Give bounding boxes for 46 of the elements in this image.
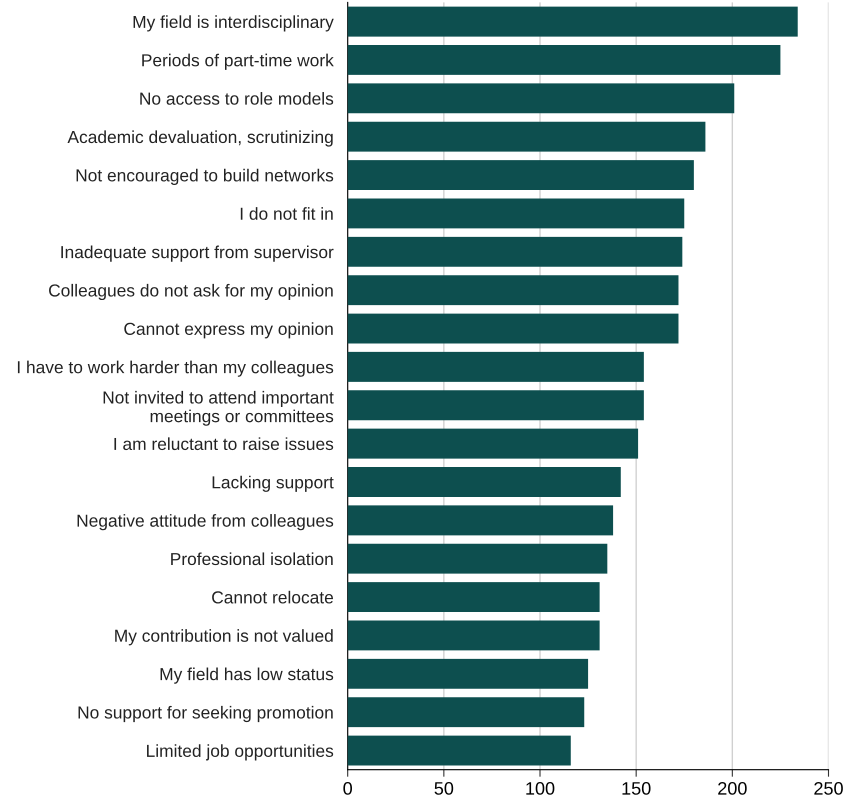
bar <box>348 658 588 689</box>
x-tick-label: 250 <box>814 782 843 795</box>
bar <box>348 198 684 228</box>
y-tick-label: Lacking support <box>212 476 334 492</box>
y-tick-label: Not encouraged to build networks <box>76 168 334 185</box>
y-tick-label: I have to work harder than my colleagues <box>18 360 334 377</box>
x-tick-label: 200 <box>718 782 747 795</box>
bar <box>348 314 678 344</box>
y-tick-label: Cannot express my opinion <box>124 322 333 338</box>
y-tick-label: Limited job opportunities <box>147 744 334 760</box>
bar <box>348 544 608 574</box>
bar <box>348 620 600 650</box>
y-tick-label: Professional isolation <box>171 552 333 566</box>
bar <box>348 697 584 728</box>
x-tick-label: 0 <box>343 782 352 795</box>
y-tick-label: My field is interdisciplinary <box>134 15 334 32</box>
bar <box>348 275 678 306</box>
y-tick-label: My contribution is not valued <box>115 629 333 646</box>
y-tick-label: No support for seeking promotion <box>78 706 333 722</box>
y-tick-label: Colleagues do not ask for my opinion <box>49 284 333 300</box>
x-tick-label: 100 <box>526 782 554 795</box>
bar <box>348 390 644 420</box>
y-tick-label: Periods of part-time work <box>142 54 334 70</box>
bar <box>348 736 571 766</box>
x-tick-label: 150 <box>622 782 651 795</box>
bar <box>348 428 638 459</box>
y-tick-label: Inadequate support from supervisor <box>61 246 334 262</box>
x-tick-label: 50 <box>434 782 454 795</box>
bar <box>348 83 734 114</box>
y-tick-label: Negative attitude from colleagues <box>78 514 334 530</box>
y-tick-label: No access to role models <box>140 92 334 105</box>
y-tick-label: Academic devaluation, scrutinizing <box>68 130 333 147</box>
bar <box>348 467 621 497</box>
bar <box>348 6 798 37</box>
y-tick-label: Not invited to attend important meetings or committees <box>104 390 334 426</box>
y-tick-label: I am reluctant to raise issues <box>114 437 334 450</box>
bar <box>348 160 694 190</box>
bar <box>348 122 706 152</box>
y-tick-label: I do not fit in <box>240 207 333 220</box>
bar <box>348 352 644 382</box>
y-tick-label: Cannot relocate <box>212 590 334 604</box>
bar <box>348 45 780 75</box>
bar <box>348 582 600 612</box>
y-tick-label: My field has low status <box>160 668 334 684</box>
bar <box>348 505 614 536</box>
bar <box>348 236 682 267</box>
